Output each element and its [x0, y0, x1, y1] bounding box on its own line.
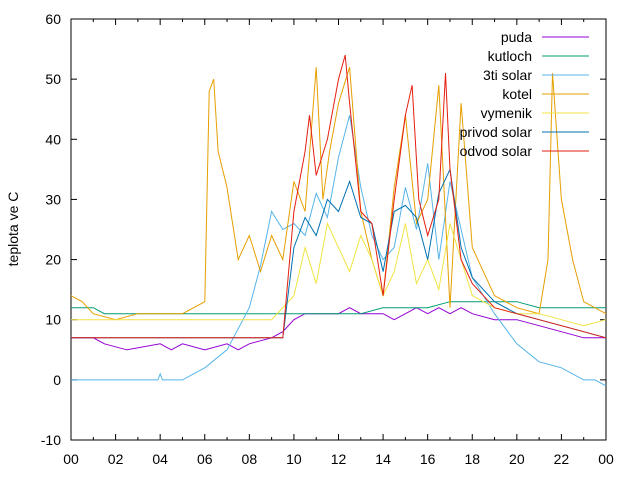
- series-line-kutloch: [71, 301, 606, 315]
- y-tick-label: 30: [45, 191, 61, 207]
- legend-label: 3ti solar: [483, 67, 532, 83]
- legend-label: kotel: [502, 86, 532, 102]
- legend-label: kutloch: [488, 48, 532, 64]
- x-tick-label: 16: [420, 451, 436, 467]
- legend: puda kutloch 3ti solar kotel vymenik privod s…: [460, 29, 589, 159]
- series-line-3ti-solar: [71, 115, 607, 387]
- x-tick-label: 18: [464, 451, 480, 467]
- y-tick-label: 10: [45, 312, 61, 328]
- y-tick-label: -10: [41, 432, 61, 448]
- x-tick-labels: 00 02 04 06 08 10 12 14 16 18 20 22 00: [63, 451, 614, 467]
- x-tick-label: 02: [108, 451, 124, 467]
- x-tick-label: 08: [242, 451, 258, 467]
- series-line-odvod-solar: [71, 54, 607, 339]
- x-tick-label: 04: [152, 451, 168, 467]
- series-line-privod-solar: [71, 167, 607, 339]
- x-tick-label: 00: [598, 451, 614, 467]
- x-tick-label: 22: [554, 451, 570, 467]
- legend-label: puda: [501, 29, 532, 45]
- y-tick-label: 60: [45, 11, 61, 27]
- legend-label: odvod solar: [460, 143, 533, 159]
- legend-label: vymenik: [481, 105, 533, 121]
- series-lines: [70, 54, 607, 387]
- x-tick-label: 20: [509, 451, 525, 467]
- axis-ticks: [70, 18, 607, 441]
- y-tick-label: 40: [45, 131, 61, 147]
- y-tick-labels: -10 0 10 20 30 40 50 60: [41, 11, 61, 448]
- series-line-kotel: [70, 66, 607, 321]
- y-tick-label: 0: [53, 372, 61, 388]
- x-tick-label: 10: [286, 451, 302, 467]
- x-tick-label: 14: [375, 451, 391, 467]
- y-tick-label: 50: [45, 71, 61, 87]
- y-tick-label: 20: [45, 252, 61, 268]
- y-axis-title: teplota ve C: [5, 192, 21, 267]
- x-tick-label: 06: [197, 451, 213, 467]
- x-tick-label: 12: [331, 451, 347, 467]
- legend-label: privod solar: [460, 124, 533, 140]
- x-tick-label: 00: [63, 451, 79, 467]
